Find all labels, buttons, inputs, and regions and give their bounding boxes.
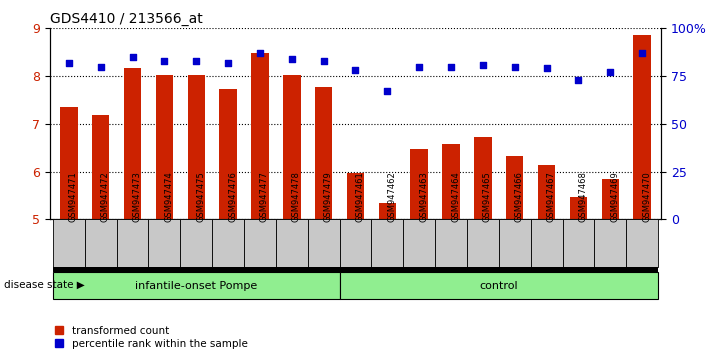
Bar	[467, 219, 499, 267]
Bar	[244, 219, 276, 267]
Bar	[53, 272, 340, 299]
Text: control: control	[479, 281, 518, 291]
Bar	[283, 75, 301, 219]
Text: GDS4410 / 213566_at: GDS4410 / 213566_at	[50, 12, 203, 26]
Bar	[378, 203, 396, 219]
Bar	[124, 68, 141, 219]
Text: GSM947474: GSM947474	[164, 171, 173, 222]
Text: GSM947472: GSM947472	[101, 171, 109, 222]
Text: GSM947479: GSM947479	[324, 171, 333, 222]
Point	[477, 62, 488, 68]
Text: GSM947475: GSM947475	[196, 171, 205, 222]
Point	[95, 64, 107, 69]
Bar	[85, 219, 117, 267]
Text: GSM947470: GSM947470	[642, 171, 651, 222]
Point	[509, 64, 520, 69]
Bar	[626, 219, 658, 267]
Text: GSM947463: GSM947463	[419, 171, 428, 222]
Bar	[570, 196, 587, 219]
Text: GSM947478: GSM947478	[292, 171, 301, 222]
Point	[63, 60, 75, 65]
Text: GSM947473: GSM947473	[132, 171, 141, 222]
Bar	[474, 137, 491, 219]
Bar	[181, 219, 212, 267]
Bar	[340, 219, 371, 267]
Point	[573, 77, 584, 83]
Bar	[149, 219, 181, 267]
Bar	[530, 219, 562, 267]
Bar	[499, 219, 530, 267]
Bar	[220, 90, 237, 219]
Bar	[53, 267, 658, 272]
Bar	[347, 173, 364, 219]
Point	[159, 58, 170, 64]
Text: GSM947461: GSM947461	[356, 171, 365, 222]
Bar	[562, 219, 594, 267]
Point	[445, 64, 456, 69]
Point	[223, 60, 234, 65]
Bar	[53, 219, 85, 267]
Point	[286, 56, 297, 62]
Bar	[117, 219, 149, 267]
Point	[636, 50, 648, 56]
Bar	[315, 87, 333, 219]
Text: GSM947467: GSM947467	[547, 171, 555, 222]
Text: GSM947471: GSM947471	[69, 171, 78, 222]
Bar	[442, 144, 460, 219]
Bar	[371, 219, 403, 267]
Bar	[156, 75, 173, 219]
Text: GSM947465: GSM947465	[483, 171, 492, 222]
Bar	[60, 107, 77, 219]
Bar	[634, 35, 651, 219]
Point	[127, 54, 138, 60]
Text: GSM947476: GSM947476	[228, 171, 237, 222]
Point	[255, 50, 266, 56]
Text: GSM947466: GSM947466	[515, 171, 524, 222]
Text: GSM947464: GSM947464	[451, 171, 460, 222]
Text: GSM947462: GSM947462	[387, 171, 396, 222]
Legend: transformed count, percentile rank within the sample: transformed count, percentile rank withi…	[55, 326, 247, 349]
Bar	[410, 149, 428, 219]
Bar	[506, 156, 523, 219]
Text: disease state ▶: disease state ▶	[4, 280, 85, 290]
Point	[414, 64, 425, 69]
Bar	[212, 219, 244, 267]
Bar	[594, 219, 626, 267]
Point	[350, 68, 361, 73]
Bar	[403, 219, 435, 267]
Bar	[188, 75, 205, 219]
Bar	[602, 179, 619, 219]
Point	[382, 88, 393, 94]
Bar	[340, 272, 658, 299]
Point	[191, 58, 202, 64]
Bar	[92, 115, 109, 219]
Text: infantile-onset Pompe: infantile-onset Pompe	[135, 281, 257, 291]
Bar	[308, 219, 340, 267]
Bar	[538, 165, 555, 219]
Point	[541, 65, 552, 71]
Bar	[251, 53, 269, 219]
Bar	[435, 219, 467, 267]
Text: GSM947469: GSM947469	[610, 171, 619, 222]
Text: GSM947477: GSM947477	[260, 171, 269, 222]
Point	[604, 69, 616, 75]
Point	[318, 58, 329, 64]
Text: GSM947468: GSM947468	[579, 171, 587, 222]
Bar	[276, 219, 308, 267]
